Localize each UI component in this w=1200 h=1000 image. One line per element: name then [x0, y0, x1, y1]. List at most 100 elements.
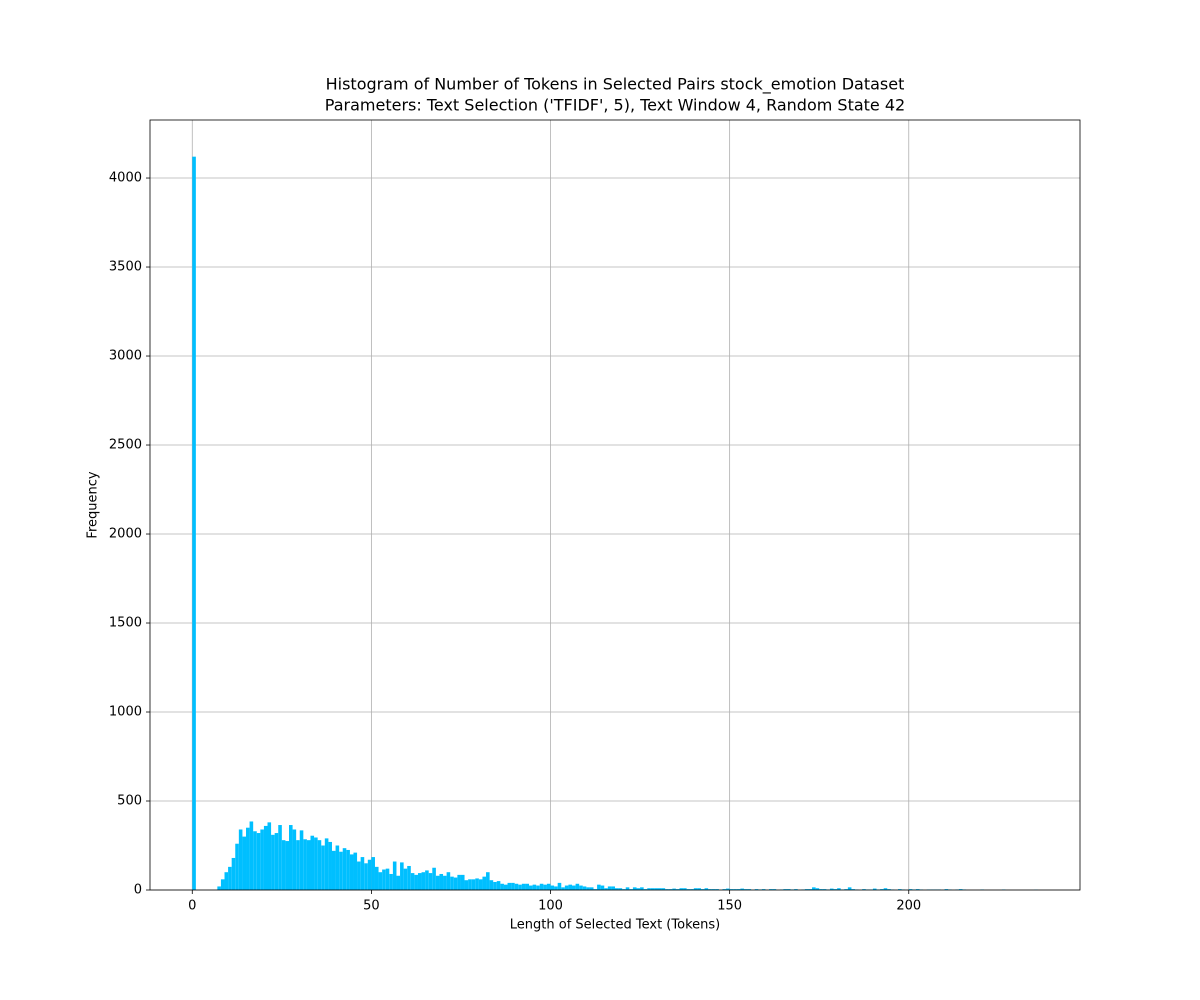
bar: [618, 888, 623, 890]
bar: [389, 873, 393, 890]
bar: [804, 889, 809, 890]
bar: [729, 889, 734, 890]
bar: [342, 848, 347, 890]
bar: [675, 889, 680, 890]
bar: [643, 889, 648, 890]
bar: [432, 867, 436, 890]
x-tick-label: 150: [717, 899, 742, 914]
bar: [235, 843, 239, 890]
bar: [786, 889, 791, 890]
bar: [604, 888, 608, 890]
y-tick-label: 1500: [109, 616, 142, 631]
bar: [944, 889, 949, 890]
bar: [460, 874, 465, 890]
bar: [647, 888, 651, 890]
bar: [263, 825, 268, 890]
bar: [536, 885, 540, 890]
bar: [400, 862, 404, 890]
bar: [360, 857, 365, 890]
bar: [557, 882, 562, 890]
bar: [632, 887, 637, 890]
bar: [668, 889, 673, 890]
bar: [783, 889, 787, 890]
y-tick-label: 3500: [109, 260, 142, 275]
bar: [328, 841, 332, 890]
bar: [507, 882, 512, 890]
bar: [822, 889, 827, 890]
bar: [403, 868, 408, 890]
bar: [636, 888, 641, 890]
bar: [478, 879, 483, 890]
grid: [150, 120, 1080, 891]
bar: [310, 835, 315, 890]
bar: [736, 889, 741, 890]
bar: [550, 885, 555, 890]
bar: [271, 834, 275, 890]
bars: [192, 156, 1038, 890]
bar: [493, 881, 497, 890]
bar: [511, 882, 515, 890]
bar: [238, 829, 243, 890]
chart-title: Histogram of Number of Tokens in Selecte…: [326, 75, 905, 95]
bar: [833, 889, 838, 890]
bar: [414, 874, 418, 890]
bar: [292, 829, 297, 890]
y-tick-label: 2000: [109, 527, 142, 542]
bar: [349, 854, 354, 890]
bar: [600, 885, 605, 890]
bar: [278, 825, 282, 890]
bar: [582, 886, 587, 890]
x-tick-label: 100: [538, 899, 563, 914]
bar: [872, 888, 877, 890]
bar: [754, 889, 759, 890]
bar: [514, 883, 519, 890]
bar: [475, 878, 479, 890]
bar: [260, 829, 264, 890]
bar: [708, 889, 712, 890]
bar: [812, 887, 816, 890]
bar: [242, 836, 247, 890]
bar: [353, 852, 358, 890]
bar: [428, 873, 433, 890]
y-tick-label: 3000: [109, 349, 142, 364]
bar: [364, 863, 368, 890]
bar: [654, 888, 658, 890]
bar: [267, 822, 272, 890]
bar: [543, 884, 547, 890]
bar: [607, 886, 612, 890]
bar: [299, 830, 304, 890]
axes-frame: [149, 119, 1081, 891]
chart-subtitle: Parameters: Text Selection ('TFIDF', 5),…: [325, 96, 905, 115]
bar: [622, 889, 626, 890]
bar: [339, 851, 343, 890]
bar: [217, 886, 221, 890]
bar: [862, 889, 866, 890]
bar: [851, 889, 856, 890]
bar: [367, 859, 372, 890]
bar: [665, 889, 669, 890]
bar: [357, 861, 361, 890]
bar: [525, 883, 530, 890]
bar: [690, 889, 694, 890]
bar: [761, 889, 766, 890]
bar: [740, 888, 744, 890]
bar: [629, 889, 633, 890]
bar: [443, 875, 447, 890]
bar: [529, 885, 533, 890]
bar: [450, 876, 454, 890]
bar: [769, 889, 773, 890]
bar: [564, 885, 569, 890]
bar: [500, 883, 504, 890]
bar: [898, 889, 902, 890]
bar: [446, 872, 451, 890]
bar: [908, 889, 913, 890]
bar: [281, 840, 286, 890]
y-tick-label: 1000: [109, 705, 142, 720]
bar: [374, 866, 379, 890]
bar: [253, 831, 257, 890]
bar: [733, 889, 737, 890]
bar: [611, 886, 615, 890]
bar: [837, 888, 841, 890]
bar: [224, 872, 229, 890]
